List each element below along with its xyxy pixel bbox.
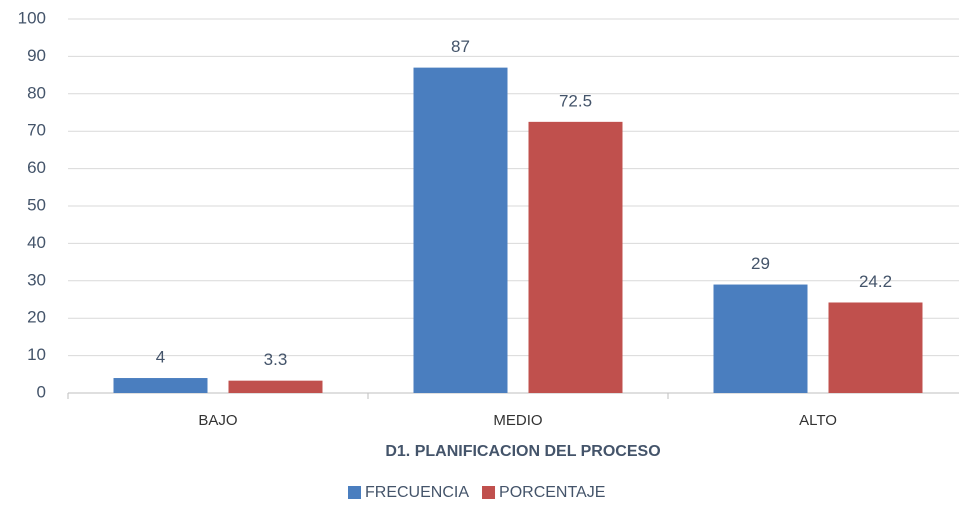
bar: [228, 380, 323, 393]
bar: [413, 67, 508, 394]
data-label: 3.3: [264, 350, 288, 369]
bar: [713, 284, 808, 393]
y-tick-label: 0: [37, 382, 46, 401]
legend-swatch: [482, 486, 496, 499]
data-label: 4: [156, 348, 165, 367]
x-tick-label: BAJO: [198, 412, 237, 429]
data-label: 72.5: [559, 91, 592, 110]
y-tick-label: 50: [27, 195, 46, 214]
x-tick-label: MEDIO: [493, 412, 542, 429]
x-axis-label: D1. PLANIFICACION DEL PROCESO: [385, 443, 660, 460]
y-tick-label: 60: [27, 158, 46, 177]
y-tick-label: 70: [27, 121, 46, 140]
bar: [113, 378, 208, 393]
legend-label: PORCENTAJE: [499, 484, 605, 501]
y-tick-label: 40: [27, 233, 46, 252]
y-tick-label: 90: [27, 46, 46, 65]
bar: [828, 302, 923, 393]
y-tick-label: 10: [27, 345, 46, 364]
y-tick-label: 80: [27, 83, 46, 102]
data-label: 87: [451, 37, 470, 56]
y-tick-label: 100: [18, 8, 46, 27]
legend-label: FRECUENCIA: [365, 484, 469, 501]
bar: [528, 121, 623, 393]
y-tick-label: 30: [27, 270, 46, 289]
data-label: 24.2: [859, 272, 892, 291]
y-tick-label: 20: [27, 308, 46, 327]
legend-swatch: [348, 486, 361, 499]
x-tick-label: ALTO: [799, 412, 837, 429]
data-label: 29: [751, 254, 770, 273]
